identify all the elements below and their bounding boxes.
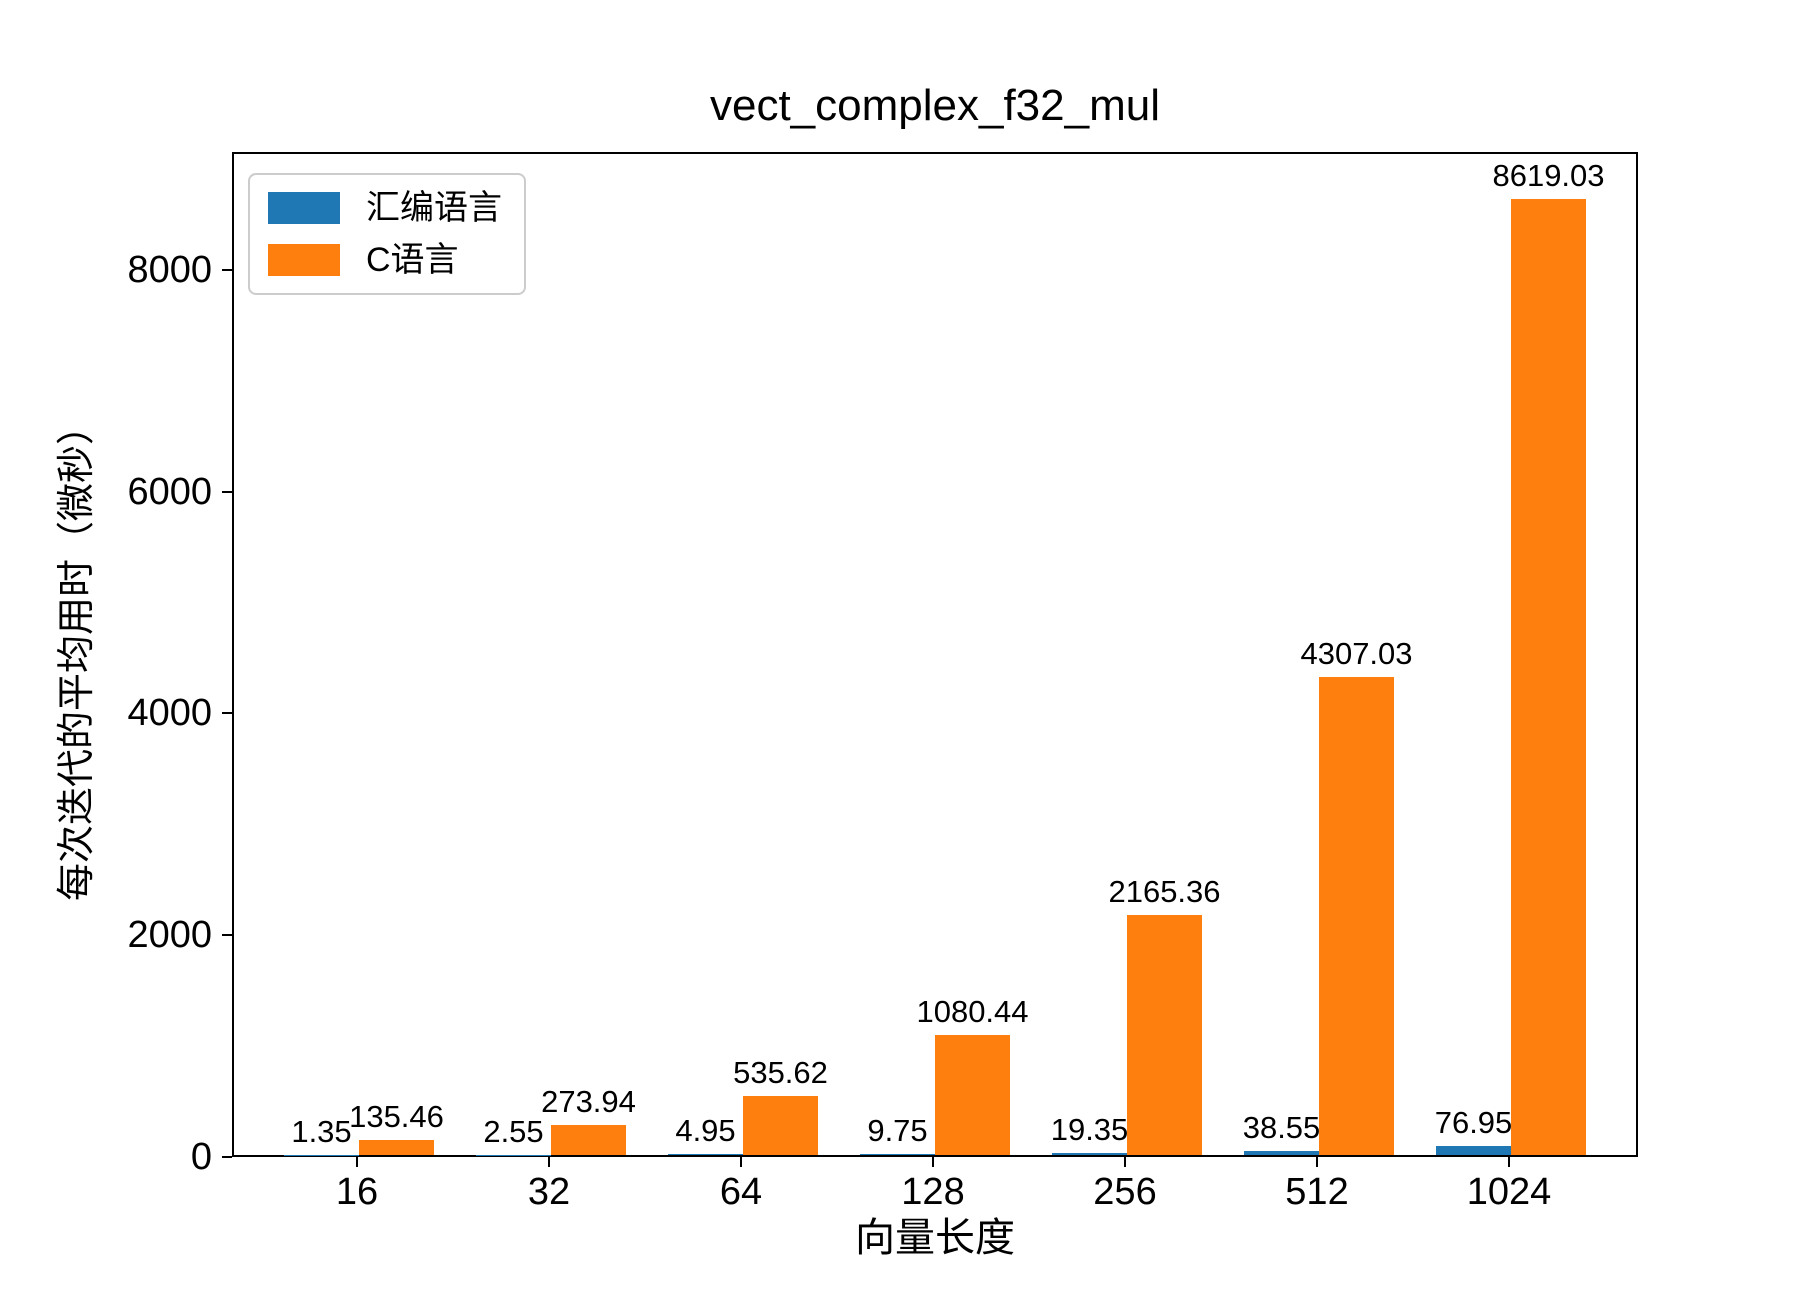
y-tick-mark [222, 1156, 232, 1158]
x-tick-label: 512 [1285, 1171, 1349, 1213]
x-tick-mark [548, 1157, 550, 1167]
bar-汇编语言-64 [668, 1154, 743, 1155]
chart-title: vect_complex_f32_mul [709, 81, 1160, 130]
plot-area: 汇编语言 C语言 1.35 135.46 2.55 273.94 4.95 535.62 9… [232, 152, 1638, 1157]
bar-value-label: 76.95 [1434, 1105, 1513, 1141]
x-tick-mark [740, 1157, 742, 1167]
x-tick-mark [1508, 1157, 1510, 1167]
legend-entry-c: C语言 [268, 243, 502, 277]
bar-value-label: 2165.36 [1108, 873, 1221, 909]
x-axis-label: 向量长度 [855, 1216, 1015, 1260]
bar-C语言-16 [359, 1139, 434, 1155]
x-tick-label: 16 [335, 1171, 379, 1213]
bar-value-label: 135.46 [349, 1098, 444, 1134]
x-tick-label: 32 [527, 1171, 571, 1213]
legend-entry-assembly: 汇编语言 [268, 191, 502, 225]
y-tick-mark [222, 268, 232, 271]
y-tick-mark [222, 934, 232, 937]
y-tick-label: 0 [190, 1136, 212, 1178]
bar-value-label: 8619.03 [1492, 158, 1605, 194]
bar-C语言-512 [1319, 677, 1394, 1155]
bar-value-label: 1080.44 [916, 994, 1029, 1030]
x-tick-label: 64 [719, 1171, 763, 1213]
legend-swatch [268, 192, 340, 224]
y-tick-label: 6000 [127, 470, 212, 513]
legend-label: C语言 [366, 241, 459, 279]
bar-汇编语言-128 [860, 1153, 935, 1155]
bar-汇编语言-256 [1052, 1152, 1127, 1155]
y-tick-mark [222, 490, 232, 493]
bar-C语言-1024 [1511, 199, 1586, 1155]
legend-label: 汇编语言 [366, 189, 502, 227]
bar-C语言-128 [935, 1035, 1010, 1155]
x-tick-mark [932, 1157, 934, 1167]
bar-value-label: 535.62 [733, 1054, 828, 1090]
x-tick-label: 1024 [1466, 1171, 1552, 1213]
y-tick-mark [222, 712, 232, 715]
x-tick-label: 128 [901, 1171, 965, 1213]
bar-C语言-32 [551, 1124, 626, 1155]
y-tick-label: 8000 [127, 248, 212, 291]
y-tick-label: 2000 [127, 914, 212, 957]
bar-C语言-256 [1127, 914, 1202, 1155]
bar-value-label: 273.94 [541, 1083, 636, 1119]
bar-value-label: 19.35 [1050, 1111, 1129, 1147]
bar-value-label: 1.35 [291, 1113, 352, 1149]
y-axis-label: 每次迭代的平均用时（微秒） [56, 406, 99, 902]
legend: 汇编语言 C语言 [248, 173, 526, 295]
x-tick-mark [356, 1157, 358, 1167]
bar-汇编语言-1024 [1436, 1146, 1511, 1155]
bar-汇编语言-512 [1244, 1150, 1319, 1155]
bar-value-label: 4.95 [675, 1113, 736, 1149]
bar-value-label: 2.55 [483, 1113, 544, 1149]
x-tick-label: 256 [1093, 1171, 1157, 1213]
bar-value-label: 9.75 [867, 1112, 928, 1148]
bar-C语言-64 [743, 1095, 818, 1155]
x-tick-mark [1316, 1157, 1318, 1167]
bar-value-label: 38.55 [1242, 1109, 1321, 1145]
bar-value-label: 4307.03 [1300, 636, 1413, 672]
x-tick-mark [1124, 1157, 1126, 1167]
legend-swatch [268, 244, 340, 276]
y-tick-label: 4000 [127, 692, 212, 735]
